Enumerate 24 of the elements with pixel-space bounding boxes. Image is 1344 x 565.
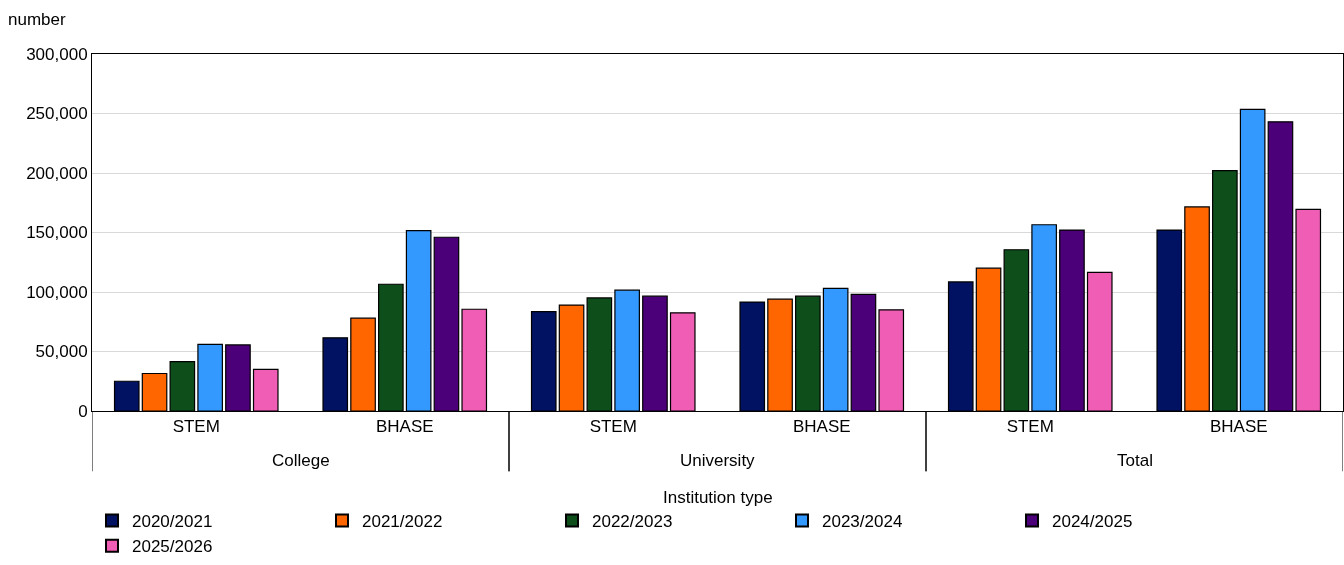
y-tick-label: 50,000 bbox=[35, 342, 88, 362]
y-axis-title: number bbox=[8, 10, 66, 29]
text: College bbox=[272, 451, 330, 470]
x-tick-label: STEM bbox=[172, 417, 220, 437]
legend-label: 2024/2025 bbox=[1052, 512, 1133, 532]
x-tick-label: STEM bbox=[1006, 417, 1054, 437]
legend-label: 2023/2024 bbox=[822, 512, 903, 532]
y-tick-label: 200,000 bbox=[26, 163, 88, 183]
y-tick-label: 150,000 bbox=[26, 223, 88, 243]
legend-label: 2021/2022 bbox=[362, 512, 443, 532]
x-tick-label: BHASE bbox=[1209, 417, 1268, 437]
y-tick-label: 250,000 bbox=[26, 104, 88, 124]
y-tick-label: 0 bbox=[78, 401, 88, 421]
text: University bbox=[680, 451, 756, 470]
legend-label: 2025/2026 bbox=[132, 537, 213, 557]
x-tick-label: STEM bbox=[589, 417, 637, 437]
y-tick-label: 100,000 bbox=[26, 282, 88, 302]
text: Total bbox=[1117, 451, 1153, 470]
x-tick-label: BHASE bbox=[375, 417, 434, 437]
legend-label: 2020/2021 bbox=[132, 512, 213, 532]
x-tick-label: BHASE bbox=[792, 417, 851, 437]
legend-label: 2022/2023 bbox=[592, 512, 673, 532]
x-axis-title: Institution type bbox=[663, 488, 773, 507]
y-tick-label: 300,000 bbox=[26, 44, 88, 64]
